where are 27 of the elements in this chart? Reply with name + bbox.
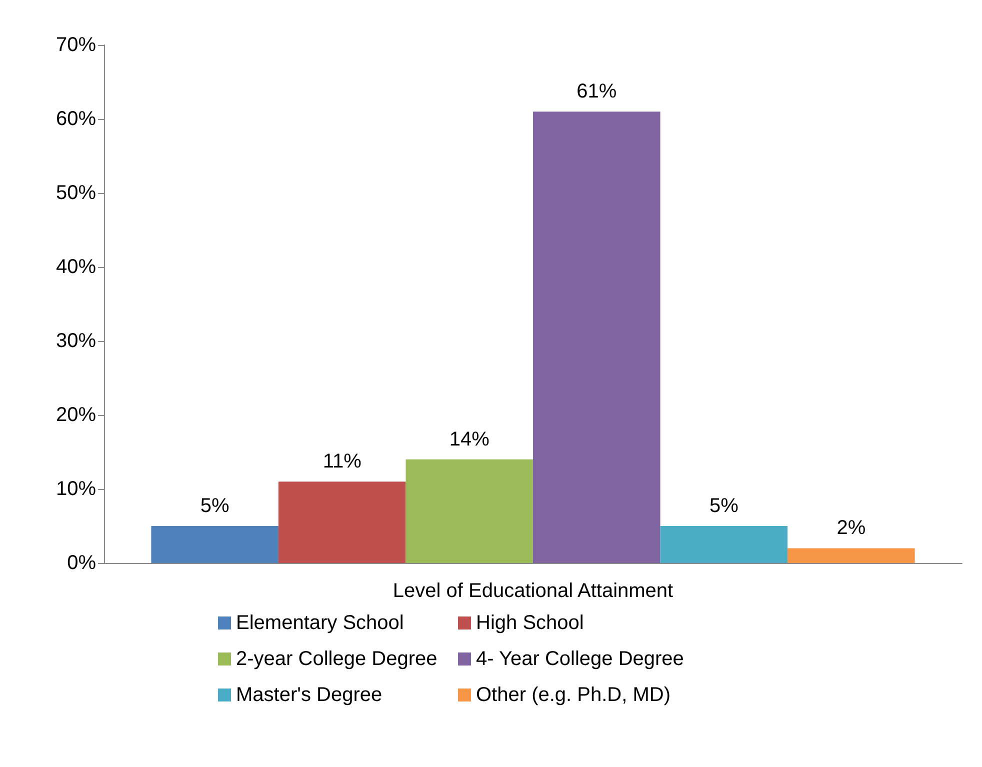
- y-tick-label: 0%: [67, 552, 96, 574]
- legend-label: High School: [476, 612, 584, 634]
- legend-label: 4- Year College Degree: [476, 648, 684, 670]
- legend-label: Other (e.g. Ph.D, MD): [476, 684, 670, 706]
- y-tick-label: 40%: [56, 256, 96, 278]
- bar: [533, 112, 660, 563]
- y-tick-label: 60%: [56, 108, 96, 130]
- data-label: 5%: [709, 495, 739, 517]
- bar: [788, 548, 915, 563]
- data-label: 5%: [200, 495, 230, 517]
- data-label: 2%: [836, 517, 866, 540]
- y-tick-label: 10%: [56, 478, 96, 500]
- x-tick-label: Level of Educational Attainment: [392, 580, 674, 602]
- legend-label: 2-year College Degree: [236, 648, 438, 670]
- legend-label: Elementary School: [236, 612, 404, 634]
- bar: [660, 526, 788, 563]
- bar: [406, 459, 533, 563]
- y-tick-label: 50%: [56, 182, 96, 204]
- data-label: 11%: [322, 450, 362, 473]
- legend-label: Master's Degree: [236, 684, 382, 706]
- data-label: 14%: [449, 428, 490, 450]
- bar: [278, 482, 406, 563]
- y-tick-label: 30%: [56, 330, 96, 352]
- bar: [151, 526, 278, 563]
- data-label: 61%: [576, 80, 617, 103]
- y-tick-label: 70%: [56, 34, 96, 56]
- y-tick-label: 20%: [56, 404, 96, 426]
